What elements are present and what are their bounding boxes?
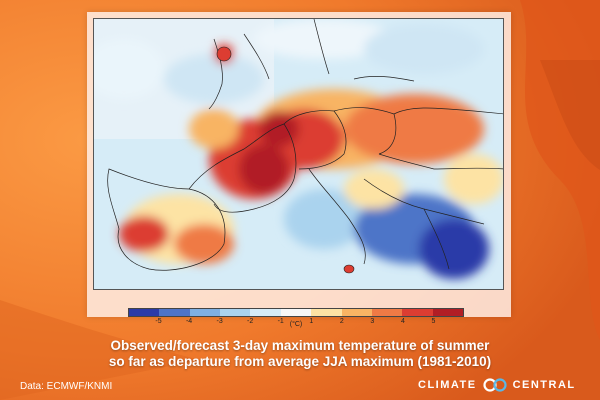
data-credit: Data: ECMWF/KNMI	[20, 381, 113, 392]
scale-tick-label: -4	[185, 318, 193, 325]
chart-title: Observed/forecast 3-day maximum temperat…	[0, 338, 600, 370]
brand-name-right: CENTRAL	[512, 379, 576, 391]
title-line-2: so far as departure from average JJA max…	[108, 354, 492, 369]
color-bin	[341, 309, 372, 316]
brand-logo: CLIMATE CENTRAL	[418, 378, 576, 392]
color-bin	[432, 309, 463, 316]
scale-tick-label: -1	[277, 318, 284, 325]
color-bin	[220, 309, 251, 316]
unit-label: (°C)	[289, 321, 303, 328]
scale-tick-label: -3	[216, 318, 223, 325]
scale-tick-label: 1	[309, 318, 314, 325]
color-scale	[128, 308, 464, 317]
scale-tick-label: -5	[155, 318, 162, 325]
brand-name-left: CLIMATE	[418, 379, 477, 391]
temperature-anomaly-map	[93, 18, 504, 290]
color-bin	[159, 309, 190, 316]
climate-central-logo-icon	[482, 378, 507, 392]
scale-tick-label: 3	[370, 318, 375, 325]
color-bin	[371, 309, 403, 316]
color-bin	[280, 309, 312, 316]
scale-tick-label: 5	[431, 318, 436, 325]
scale-tick-label: 2	[339, 318, 344, 325]
title-line-1: Observed/forecast 3-day maximum temperat…	[110, 338, 490, 353]
scale-tick-label: 4	[400, 318, 405, 325]
scale-tick-label: -2	[247, 318, 254, 325]
color-bin	[250, 309, 281, 316]
color-bin	[129, 309, 160, 316]
color-bin	[189, 309, 221, 316]
temperature-legend: -5 -4 -3 -2 -1 1 2 3 4 5 (°C)	[128, 308, 464, 330]
color-bin	[402, 309, 433, 316]
color-bin	[311, 309, 342, 316]
